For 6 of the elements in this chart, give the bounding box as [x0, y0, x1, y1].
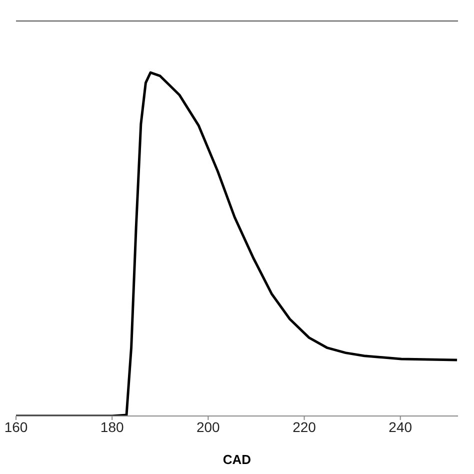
x-tick-label: 160: [4, 418, 28, 435]
x-tick-label: 240: [388, 418, 412, 435]
x-tick-label: 200: [196, 418, 220, 435]
x-axis-title: CAD: [222, 452, 252, 467]
x-tick-label: 180: [100, 418, 124, 435]
x-tick-label: 220: [292, 418, 316, 435]
